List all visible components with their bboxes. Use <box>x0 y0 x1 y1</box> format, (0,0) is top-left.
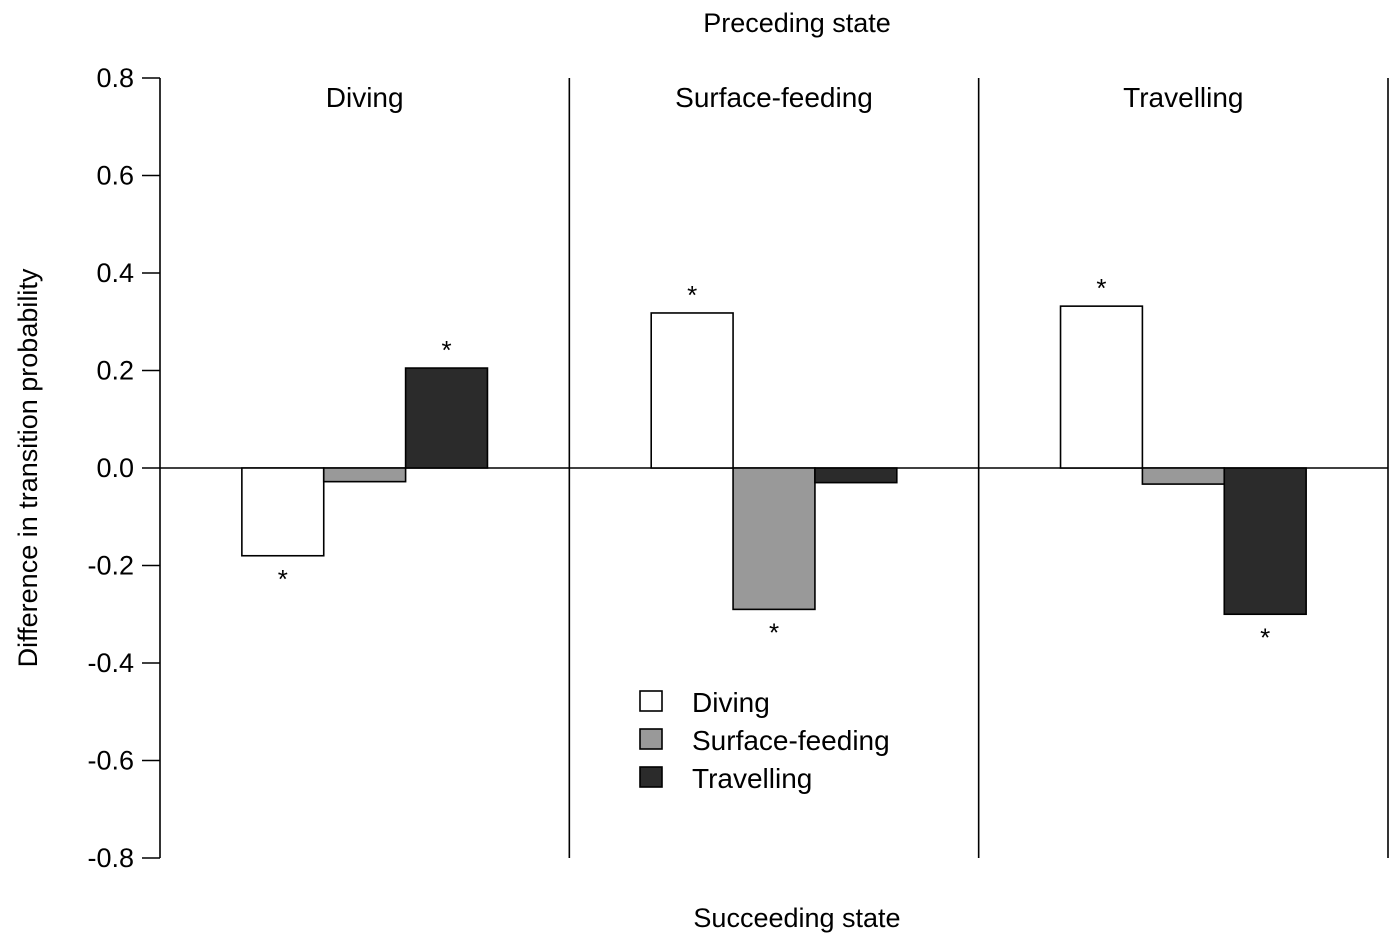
y-tick-label: 0.6 <box>96 161 134 191</box>
panel-title: Travelling <box>1123 82 1243 113</box>
bar <box>814 467 898 484</box>
y-tick-label: -0.8 <box>87 843 134 873</box>
significance-star: * <box>1096 273 1106 303</box>
y-tick-label: 0.2 <box>96 356 134 386</box>
legend-swatch <box>639 690 663 712</box>
y-axis-title: Difference in transition probability <box>13 268 43 667</box>
significance-star: * <box>1260 622 1270 652</box>
legend-label: Diving <box>692 687 770 718</box>
significance-star: * <box>769 617 779 647</box>
significance-star: * <box>278 564 288 594</box>
significance-star: * <box>441 335 451 365</box>
y-tick-label: 0.8 <box>96 63 134 93</box>
bar <box>404 367 489 469</box>
panel-title: Diving <box>326 82 404 113</box>
bar <box>732 467 816 611</box>
y-tick-label: -0.2 <box>87 551 134 581</box>
legend-label: Surface-feeding <box>692 725 890 756</box>
significance-star: * <box>687 280 697 310</box>
x-axis-title: Succeeding state <box>693 903 900 933</box>
bar <box>322 467 407 483</box>
y-tick-label: -0.6 <box>87 746 134 776</box>
bar <box>650 312 734 469</box>
legend-swatch <box>639 728 663 750</box>
bar <box>1223 467 1307 616</box>
bars: * * * * * * <box>241 273 1307 652</box>
bar <box>1059 305 1144 469</box>
y-tick-label: -0.4 <box>87 648 134 678</box>
y-tick-label: 0.0 <box>96 453 134 483</box>
panel-title: Surface-feeding <box>675 82 873 113</box>
bar <box>1141 467 1226 485</box>
legend: Diving Surface-feeding Travelling <box>639 687 890 794</box>
legend-swatch <box>639 766 663 788</box>
y-axis: 0.8 0.6 0.4 0.2 0.0 -0.2 -0.4 -0.6 -0.8 <box>87 63 161 873</box>
chart-title: Preceding state <box>703 8 891 38</box>
bar <box>241 467 325 557</box>
y-tick-label: 0.4 <box>96 258 134 288</box>
legend-label: Travelling <box>692 763 812 794</box>
